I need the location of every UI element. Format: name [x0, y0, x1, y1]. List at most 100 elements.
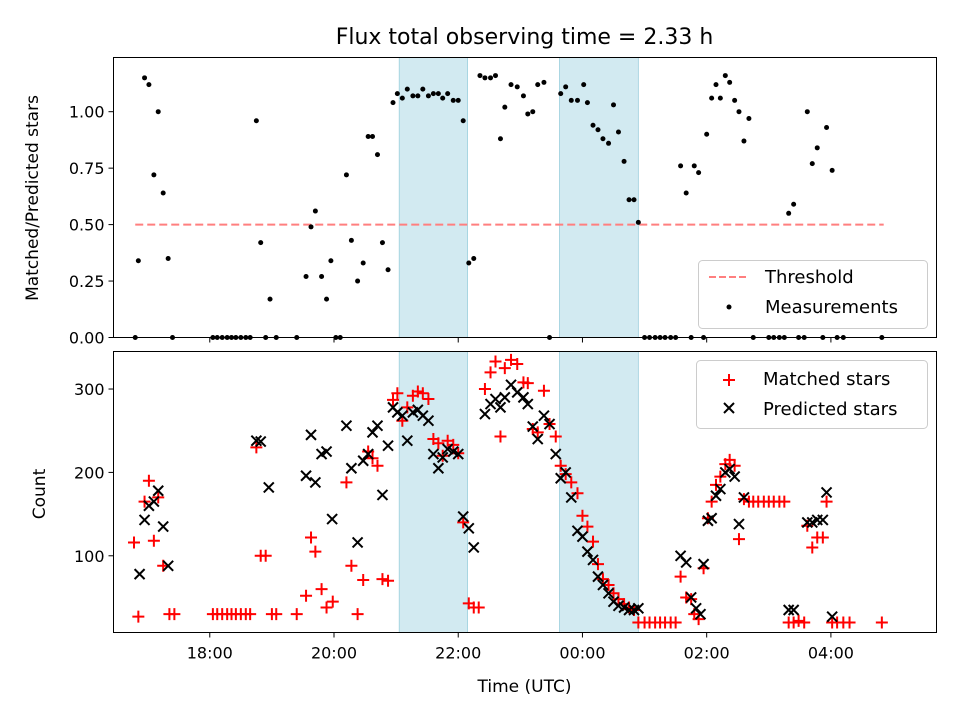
predicted-point [422, 415, 435, 427]
measurement-point [445, 91, 451, 97]
matched-point [806, 541, 819, 554]
matched-point [581, 520, 594, 533]
predicted-point [401, 435, 414, 447]
predicted-point [527, 420, 539, 433]
measurement-point [440, 95, 446, 101]
matched-point [168, 608, 181, 621]
matched-point [305, 531, 318, 544]
matched-point [447, 438, 460, 451]
predicted-point [452, 448, 464, 460]
measurement-point [303, 274, 309, 280]
measurement-point [621, 158, 627, 164]
measurement-point [151, 172, 157, 178]
predicted-point [587, 554, 599, 566]
measurement-point [328, 258, 334, 264]
matched-point [290, 608, 303, 621]
matched-point [132, 610, 145, 623]
measurement-point [410, 93, 416, 99]
matched-point [705, 495, 718, 508]
x-tick-label: 00:00 [559, 644, 605, 663]
y-tick-label: 0.50 [69, 216, 105, 235]
top-y-axis-label: Matched/Predicted stars [23, 95, 43, 301]
measurement-point [727, 79, 733, 85]
predicted-point [723, 463, 736, 475]
matched-point [432, 437, 445, 450]
matched-point [820, 495, 833, 508]
matched-point [565, 476, 578, 489]
measurement-point [691, 163, 697, 169]
measurement-point [394, 91, 400, 97]
matched-point [300, 589, 313, 602]
predicted-point [522, 398, 534, 410]
shaded-interval-1 [398, 57, 468, 338]
predicted-point [362, 448, 374, 460]
measurement-point [600, 136, 606, 142]
bottom-y-axis-label: Count [30, 468, 50, 519]
measurement-point [732, 97, 738, 103]
y-tick-label: 1.00 [69, 103, 105, 122]
predicted-point [250, 435, 263, 447]
predicted-point [728, 470, 741, 483]
matched-point [142, 474, 155, 487]
predicted-point [697, 558, 710, 570]
matched-point [270, 608, 283, 621]
measurement-point [415, 93, 421, 99]
predicted-point [710, 490, 722, 502]
measurement-point [155, 109, 161, 115]
matched-point [320, 601, 333, 614]
measurement-point [324, 296, 330, 302]
measurement-point [713, 82, 719, 88]
matched-point [478, 383, 491, 396]
predicted-point [357, 455, 369, 467]
predicted-point [565, 491, 577, 504]
measurement-point [590, 122, 596, 128]
matched-point [147, 534, 160, 547]
y-tick-label: 200 [74, 463, 105, 482]
matched-point [309, 545, 322, 558]
predicted-point [517, 391, 530, 404]
matched-point [127, 536, 140, 549]
predicted-point [457, 510, 469, 523]
matched-point [484, 366, 497, 379]
measurement-point [471, 255, 477, 261]
matched-point [250, 441, 263, 454]
measurement-point [379, 240, 385, 246]
y-tick-label: 0.00 [69, 329, 105, 348]
matched-point [436, 449, 449, 462]
measurement-point [584, 100, 590, 106]
top-panel: 0.00 0.25 0.50 0.75 1.00 Matched/Predicted s… [23, 57, 937, 348]
measurement-point [142, 75, 148, 81]
predicted-point [782, 604, 795, 616]
measurement-point [355, 278, 361, 284]
measurement-point [450, 97, 456, 103]
measurement-point [385, 267, 391, 273]
matched-point [537, 384, 550, 397]
matched-point [472, 601, 485, 614]
predicted-point [468, 541, 480, 554]
matched-point [416, 387, 429, 400]
matched-point [340, 476, 353, 489]
measurement-point [736, 109, 742, 115]
measurement-point [595, 127, 601, 133]
matched-point [351, 608, 364, 621]
matched-point [382, 574, 395, 587]
matched-point [357, 573, 370, 586]
predicted-point [157, 520, 169, 533]
measurement-point [253, 118, 259, 124]
measurement-point [568, 97, 574, 103]
measurement-point [786, 210, 792, 216]
matched-point [521, 377, 534, 390]
matched-point [315, 583, 328, 596]
measurement-point [477, 73, 483, 79]
predicted-point [391, 406, 404, 419]
predicted-point [345, 462, 358, 474]
predicted-point [826, 610, 838, 623]
predicted-point [581, 545, 594, 558]
predicted-point [371, 420, 384, 432]
matched-point [596, 573, 609, 586]
matched-point [674, 570, 687, 583]
measurement-point [520, 93, 526, 99]
matched-point [387, 393, 400, 406]
measurement-point [482, 75, 488, 81]
predicted-point [162, 560, 174, 572]
